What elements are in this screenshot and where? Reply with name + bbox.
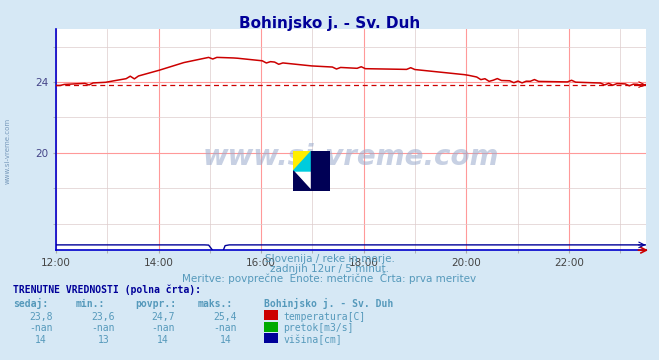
Text: pretok[m3/s]: pretok[m3/s] — [283, 323, 354, 333]
Text: 23,6: 23,6 — [92, 312, 115, 322]
Polygon shape — [293, 151, 312, 171]
Text: Bohinjsko j. - Sv. Duh: Bohinjsko j. - Sv. Duh — [239, 16, 420, 31]
Text: www.si-vreme.com: www.si-vreme.com — [203, 143, 499, 171]
Text: 14: 14 — [35, 335, 47, 345]
Text: maks.:: maks.: — [198, 299, 233, 309]
Polygon shape — [293, 151, 312, 171]
Text: 23,8: 23,8 — [29, 312, 53, 322]
Text: 13: 13 — [98, 335, 109, 345]
Text: Slovenija / reke in morje.: Slovenija / reke in morje. — [264, 254, 395, 264]
Text: višina[cm]: višina[cm] — [283, 334, 342, 345]
Text: www.si-vreme.com: www.si-vreme.com — [5, 118, 11, 184]
Text: -nan: -nan — [151, 323, 175, 333]
Text: -nan: -nan — [92, 323, 115, 333]
Text: Meritve: povprečne  Enote: metrične  Črta: prva meritev: Meritve: povprečne Enote: metrične Črta:… — [183, 271, 476, 284]
Text: povpr.:: povpr.: — [135, 299, 176, 309]
Text: sedaj:: sedaj: — [13, 298, 48, 309]
Text: Bohinjsko j. - Sv. Duh: Bohinjsko j. - Sv. Duh — [264, 298, 393, 309]
Text: zadnjih 12ur / 5 minut.: zadnjih 12ur / 5 minut. — [270, 264, 389, 274]
Polygon shape — [312, 151, 330, 191]
Text: 24,7: 24,7 — [151, 312, 175, 322]
Text: 14: 14 — [157, 335, 169, 345]
Text: -nan: -nan — [214, 323, 237, 333]
Text: -nan: -nan — [29, 323, 53, 333]
Text: 25,4: 25,4 — [214, 312, 237, 322]
Text: min.:: min.: — [76, 299, 105, 309]
Text: TRENUTNE VREDNOSTI (polna črta):: TRENUTNE VREDNOSTI (polna črta): — [13, 285, 201, 296]
Polygon shape — [293, 171, 312, 191]
Text: temperatura[C]: temperatura[C] — [283, 312, 366, 322]
Text: 14: 14 — [219, 335, 231, 345]
